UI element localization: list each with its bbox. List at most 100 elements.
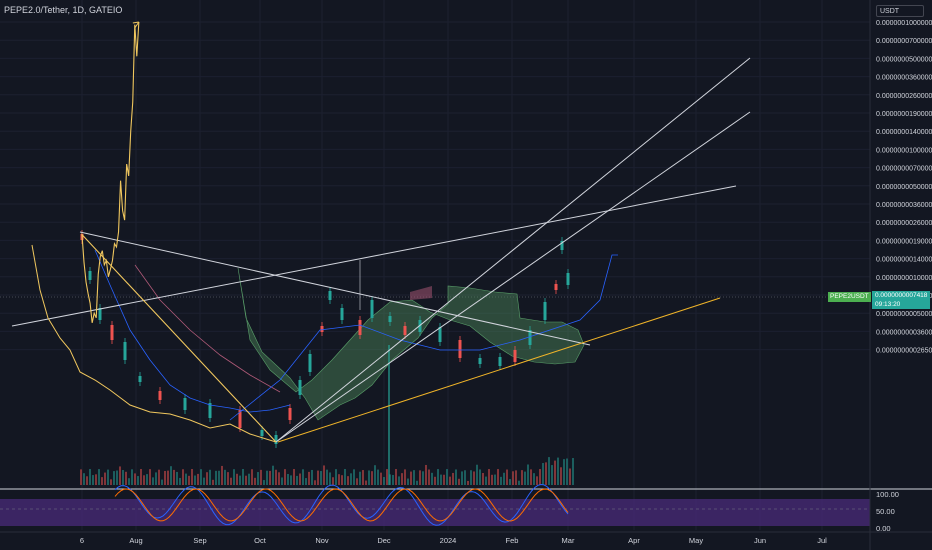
volume-bar (113, 471, 115, 485)
trend-lines[interactable] (11, 57, 751, 443)
fast-average-line (229, 254, 618, 421)
volume-bar (161, 479, 163, 485)
volume-bar (569, 468, 571, 485)
time-tick-label: May (689, 536, 703, 545)
volume-bar (266, 470, 268, 485)
volume-bar (404, 469, 406, 485)
volume-bar (401, 473, 403, 485)
volume-bar (422, 471, 424, 485)
volume-bar (128, 478, 130, 485)
candle-body (498, 357, 502, 366)
volume-bar (527, 464, 529, 485)
grid (0, 0, 870, 530)
candle-body (370, 300, 374, 318)
rsi-pane (0, 483, 932, 526)
candle-body (328, 291, 332, 300)
volume-bar (149, 469, 151, 485)
volume-bar (563, 459, 565, 485)
candle-body (98, 308, 102, 320)
volume-bar (224, 469, 226, 485)
volume-bar (479, 469, 481, 485)
volume-bar (89, 469, 91, 485)
volume-bar (392, 474, 394, 485)
volume-bar (497, 469, 499, 485)
volume-bar (263, 480, 265, 485)
volume-bar (338, 474, 340, 485)
volume-bar (566, 458, 568, 485)
volume-bar (383, 477, 385, 485)
support-trend-line (277, 297, 721, 443)
time-axis[interactable]: 6 Aug Sep Oct Nov Dec 2024 Feb Mar Apr May Jun Jul (0, 531, 932, 545)
candle-body (320, 326, 324, 332)
volume-bar (311, 469, 313, 485)
volume-bar (110, 479, 112, 485)
volume-bar (158, 469, 160, 485)
volume-bar (446, 469, 448, 485)
ichimoku-cloud (237, 267, 585, 421)
volume-bar (152, 477, 154, 485)
mid-trend-line (275, 111, 751, 443)
volume-bar (107, 469, 109, 485)
candle-body (208, 403, 212, 418)
candle-body (158, 391, 162, 400)
symbol-price-tag: PEPE2USDT (828, 292, 871, 302)
volume-bar (326, 469, 328, 485)
volume-bar (245, 475, 247, 485)
volume-bar (143, 475, 145, 485)
volume-bar (515, 470, 517, 485)
price-axis[interactable]: 0.0000001000000 0.0000000700000 0.00000005… (869, 0, 932, 550)
time-tick-label: Aug (129, 536, 142, 545)
volume-bar (470, 470, 472, 485)
volume-bar (275, 469, 277, 485)
price-tick-label: 0.0000000500000 (876, 56, 932, 63)
currency-selector[interactable]: USDT (876, 5, 924, 17)
volume-bar (533, 473, 535, 485)
bar-countdown: 09:13:20 (875, 301, 901, 308)
volume-bar (416, 480, 418, 485)
volume-bar (281, 477, 283, 485)
rsi-d-line (114, 488, 569, 522)
candle-body (438, 327, 442, 342)
time-tick-label: 2024 (440, 536, 457, 545)
volume-bar (236, 473, 238, 485)
volume-bar (362, 470, 364, 485)
price-tick-label: 0.0000000100000 (876, 147, 932, 154)
candle-body (513, 350, 517, 362)
candle-body (418, 320, 422, 332)
volume-bar (179, 477, 181, 485)
volume-bar (440, 474, 442, 485)
volume-bar (572, 458, 574, 485)
candle-body (260, 430, 264, 436)
candle-body (403, 326, 407, 335)
time-tick-label: Jun (754, 536, 766, 545)
volume-bar (170, 466, 172, 485)
last-price-tag: 0.0000000007418 09:13:20 (872, 291, 930, 309)
volume-bar (308, 471, 310, 485)
volume-bar (428, 469, 430, 485)
volume-bar (518, 480, 520, 485)
candle-body (138, 376, 142, 382)
projection-arrow (132, 21, 140, 29)
volume-bar (536, 476, 538, 485)
rsi-band (0, 499, 870, 526)
descending-trend-line (79, 231, 591, 346)
symbol-title[interactable]: PEPE2.0/Tether, 1D, GATEIO (4, 5, 123, 15)
volume-bar (140, 469, 142, 485)
price-tick-label: 0.0000001000000 (876, 20, 932, 27)
volume-bar (287, 473, 289, 485)
volume-bar (359, 471, 361, 485)
time-tick-label: Sep (193, 536, 206, 545)
volume-bar (227, 472, 229, 485)
rsi-tick-label: 100.00 (876, 490, 899, 499)
volume-bar (488, 469, 490, 485)
volume-bar (395, 469, 397, 485)
volume-bar (290, 475, 292, 485)
volume-bar (344, 469, 346, 485)
volume-bar (476, 464, 478, 485)
projection-line (81, 21, 277, 443)
volume-bar (83, 473, 85, 485)
candle-body (123, 342, 127, 360)
volume-bar (329, 472, 331, 485)
volume-bar (167, 470, 169, 485)
